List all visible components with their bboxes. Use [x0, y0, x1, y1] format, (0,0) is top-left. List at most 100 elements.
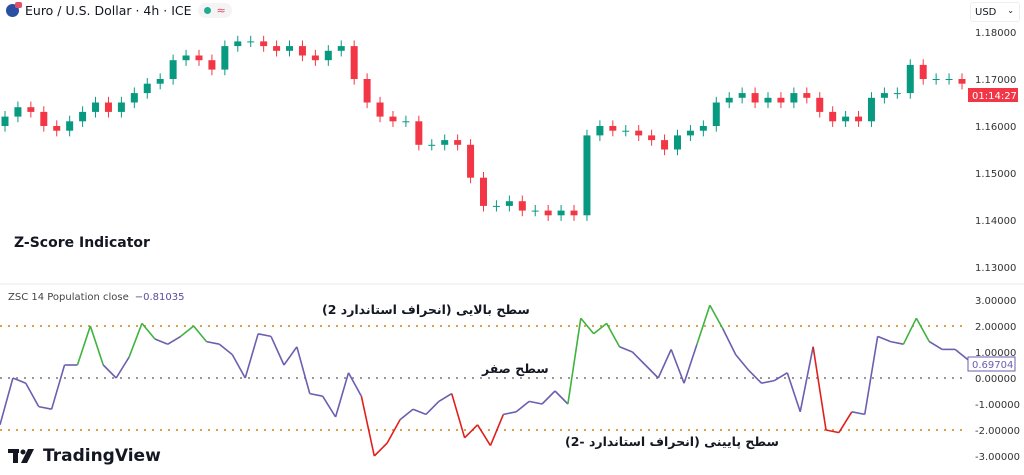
zscore-segment: [529, 400, 543, 405]
zscore-segment: [464, 424, 479, 439]
candle: [803, 87, 811, 104]
candle: [53, 120, 61, 137]
candle: [855, 110, 863, 127]
candle-body: [906, 64, 914, 94]
candle: [867, 92, 875, 127]
candle: [130, 87, 138, 109]
zscore-segment: [0, 377, 14, 426]
candle-body: [260, 41, 268, 47]
zscore-segment: [735, 354, 750, 371]
candle: [208, 54, 216, 76]
candles-layer: [1, 35, 966, 221]
tradingview-logo[interactable]: TradingView: [8, 446, 161, 466]
candle-body: [570, 210, 578, 216]
candle-body: [661, 140, 669, 150]
candle: [273, 40, 281, 57]
candle-body: [609, 126, 617, 131]
candle: [816, 92, 824, 118]
candle-body: [686, 130, 694, 136]
candle: [117, 96, 125, 118]
candle: [557, 204, 565, 221]
candle-body: [40, 111, 48, 126]
zscore-segment: [773, 372, 788, 382]
chevron-down-icon: ⌄: [1007, 6, 1014, 15]
candle: [777, 92, 785, 109]
candle: [609, 120, 617, 137]
candle: [751, 87, 759, 109]
zscore-segment: [503, 411, 517, 416]
candle: [247, 35, 255, 48]
candle-body: [389, 116, 397, 122]
candle-body: [247, 41, 255, 43]
candle: [518, 195, 526, 217]
candle-body: [221, 46, 229, 70]
zscore-segment: [748, 369, 763, 384]
candle-body: [790, 93, 798, 103]
zscore-segment: [812, 346, 827, 431]
candle-body: [273, 46, 281, 51]
zscore-segment: [631, 351, 646, 366]
candle: [350, 40, 358, 85]
candle: [415, 115, 423, 151]
candle: [389, 110, 397, 127]
candle: [480, 172, 487, 212]
candle-body: [725, 97, 733, 103]
logo-text: TradingView: [43, 446, 161, 466]
candle-body: [880, 93, 888, 98]
zscore-segment: [347, 372, 363, 397]
symbol-header[interactable]: Euro / U.S. Dollar · 4h · ICE ≈: [6, 2, 232, 18]
candle-body: [777, 97, 785, 103]
candle: [764, 92, 772, 109]
zscore-segment: [619, 346, 633, 353]
price-axis[interactable]: 1.18000 1.17000 1.16000 1.15000 1.14000 1.130…: [967, 28, 1020, 463]
zscore-segment: [231, 354, 246, 379]
indicator-legend[interactable]: ZSC 14 Population close −0.81035: [8, 292, 184, 303]
candle: [492, 200, 500, 212]
currency-selector[interactable]: USD ⌄: [970, 2, 1020, 22]
candle: [376, 96, 384, 123]
zscore-value-label: 0.69704: [972, 360, 1013, 371]
candle: [79, 106, 87, 127]
zscore-segment: [605, 323, 621, 348]
candle: [27, 101, 35, 118]
zscore-segment: [799, 346, 814, 412]
candle: [156, 73, 164, 90]
candle-body: [298, 46, 306, 56]
candle-body: [518, 201, 526, 211]
zscore-segment: [954, 348, 969, 361]
zscore-segment: [709, 304, 724, 329]
price-tick-label: 1.14000: [975, 216, 1016, 227]
zscore-segment: [851, 411, 865, 416]
zscore-segment: [863, 336, 879, 415]
candle-body: [945, 79, 953, 80]
status-pill[interactable]: ≈: [197, 3, 232, 18]
lower-level-label: سطح پایینی (انحراف استاندارد -2): [565, 434, 779, 449]
zscore-segment: [25, 382, 40, 407]
zscore-segment: [141, 322, 156, 340]
zscore-tick-label: 1.00000: [975, 348, 1016, 359]
currency-label: USD: [975, 7, 997, 18]
candle: [661, 134, 669, 156]
countdown-label: 01:14:27: [972, 91, 1017, 102]
candle: [14, 101, 22, 123]
zscore-tick-label: 0.00000: [975, 374, 1016, 385]
zscore-segment: [580, 317, 595, 335]
candle: [893, 87, 901, 99]
zscore-segment: [928, 340, 943, 351]
annotation-title: Z-Score Indicator: [14, 235, 150, 251]
zscore-segment: [115, 356, 130, 379]
candle-body: [829, 111, 837, 122]
candle-body: [441, 140, 449, 145]
candle: [454, 134, 462, 151]
zscore-segment: [438, 392, 453, 403]
candle-body: [117, 102, 125, 112]
zscore-segment: [244, 333, 259, 379]
zscore-segment: [877, 335, 891, 343]
candle: [169, 54, 177, 85]
currency-flag-icon: [6, 2, 22, 17]
candle-body: [596, 126, 604, 136]
zscore-segment: [593, 322, 608, 335]
zscore-segment: [102, 364, 117, 379]
candle: [699, 120, 707, 137]
